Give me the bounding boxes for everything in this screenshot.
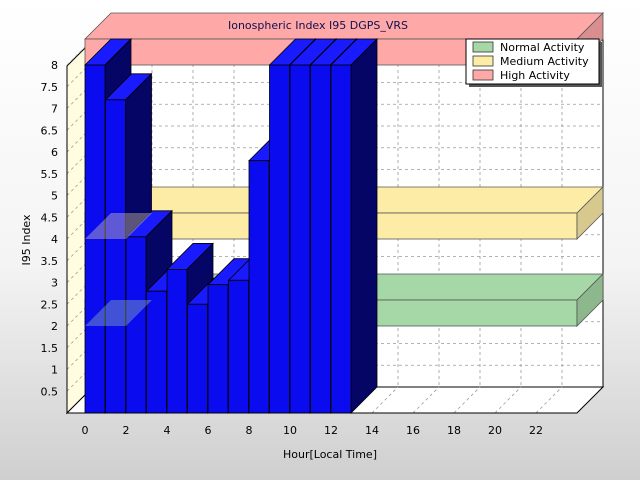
y-tick-label: 7.5 <box>41 81 59 94</box>
legend-swatch-normal <box>472 41 494 53</box>
y-tick-label: 2.5 <box>41 298 59 311</box>
x-tick-label: 16 <box>406 424 420 437</box>
x-tick-label: 6 <box>205 424 212 437</box>
y-tick-label: 2 <box>51 320 58 333</box>
bar-side <box>350 38 378 414</box>
y-tick-label: 0.5 <box>41 385 59 398</box>
bar-front <box>269 64 290 414</box>
x-tick-label: 12 <box>324 424 338 437</box>
x-tick-label: 2 <box>123 424 130 437</box>
tick-labels: 0.5 1 1.5 2 2.5 3 3.5 4 4.5 5 5.5 6 6.5 7 7.5 8 0 2 4 6 8 10 1… <box>41 59 544 437</box>
legend: Normal Activity Medium Activity High Act… <box>465 38 602 87</box>
y-tick-label: 3 <box>51 277 58 290</box>
y-tick-label: 4.5 <box>41 211 59 224</box>
band-overlay-medium <box>85 213 152 239</box>
band-side-normal <box>576 273 604 327</box>
bar-front <box>125 236 147 414</box>
y-tick-label: 6.5 <box>41 124 59 137</box>
x-tick-label: 0 <box>82 424 89 437</box>
bar-front <box>330 64 352 414</box>
x-tick-label: 18 <box>447 424 461 437</box>
bar-front <box>310 64 331 414</box>
gridline-floor <box>453 386 481 414</box>
gridline-floor <box>412 386 440 414</box>
y-tick-label: 8 <box>51 59 58 72</box>
x-axis-label: Hour[Local Time] <box>283 448 377 461</box>
gridline-floor <box>535 386 563 414</box>
bar-front <box>105 99 126 414</box>
band-side-medium <box>576 186 604 240</box>
x-tick-label: 20 <box>488 424 502 437</box>
y-axis-label: I95 Index <box>20 214 33 266</box>
legend-label-normal: Normal Activity <box>500 41 585 54</box>
x-tick-label: 8 <box>246 424 253 437</box>
y-tick-label: 4 <box>51 233 58 246</box>
y-tick-label: 5.5 <box>41 168 59 181</box>
activity-band-overlays <box>85 213 152 326</box>
legend-label-medium: Medium Activity <box>500 55 589 68</box>
gridline-floor <box>494 386 522 414</box>
bar-front <box>146 290 167 414</box>
x-tick-label: 10 <box>283 424 297 437</box>
gridline-floor <box>371 386 399 414</box>
chart-title: Ionospheric Index I95 DGPS_VRS <box>228 19 408 32</box>
bar-front <box>228 279 249 414</box>
y-tick-label: 7 <box>51 103 58 116</box>
bar-front <box>248 160 270 414</box>
x-tick-label: 4 <box>164 424 171 437</box>
x-tick-label: 14 <box>365 424 379 437</box>
legend-swatch-medium <box>472 55 494 67</box>
y-tick-label: 1 <box>51 364 58 377</box>
y-tick-label: 3.5 <box>41 255 59 268</box>
x-tick-label: 22 <box>529 424 543 437</box>
bar-front <box>207 284 229 414</box>
bar-12 <box>330 38 378 414</box>
bar-front <box>166 269 188 414</box>
band-overlay-normal <box>85 300 152 326</box>
bars <box>84 38 378 414</box>
bar-front <box>187 303 208 414</box>
legend-swatch-high <box>472 69 494 81</box>
bar-front <box>289 64 311 414</box>
y-tick-label: 5 <box>51 190 58 203</box>
y-tick-label: 1.5 <box>41 342 59 355</box>
axes <box>66 66 577 414</box>
legend-label-high: High Activity <box>500 69 570 82</box>
y-tick-label: 6 <box>51 146 58 159</box>
